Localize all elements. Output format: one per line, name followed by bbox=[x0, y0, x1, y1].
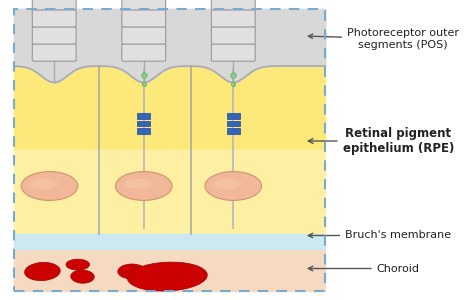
Ellipse shape bbox=[25, 262, 60, 280]
FancyBboxPatch shape bbox=[32, 0, 76, 10]
Text: Retinal pigment
epithelium (RPE): Retinal pigment epithelium (RPE) bbox=[308, 127, 454, 155]
Bar bbox=[227, 128, 240, 134]
FancyBboxPatch shape bbox=[211, 0, 255, 10]
Bar bbox=[227, 113, 240, 118]
Bar bbox=[14, 249, 325, 291]
Bar bbox=[14, 66, 325, 234]
FancyBboxPatch shape bbox=[211, 27, 255, 44]
FancyBboxPatch shape bbox=[122, 10, 165, 27]
Bar bbox=[14, 9, 325, 66]
FancyBboxPatch shape bbox=[122, 44, 165, 61]
Ellipse shape bbox=[116, 172, 172, 200]
Text: Photoreceptor outer
segments (POS): Photoreceptor outer segments (POS) bbox=[308, 28, 459, 50]
Text: Bruch's membrane: Bruch's membrane bbox=[308, 230, 451, 241]
Ellipse shape bbox=[213, 179, 242, 189]
Text: Choroid: Choroid bbox=[308, 263, 419, 274]
Ellipse shape bbox=[66, 259, 90, 270]
FancyBboxPatch shape bbox=[32, 10, 76, 27]
Ellipse shape bbox=[118, 264, 146, 279]
FancyBboxPatch shape bbox=[211, 44, 255, 61]
FancyBboxPatch shape bbox=[122, 27, 165, 44]
Ellipse shape bbox=[205, 172, 262, 200]
FancyBboxPatch shape bbox=[32, 27, 76, 44]
Bar bbox=[14, 150, 325, 234]
Bar bbox=[137, 128, 150, 134]
Ellipse shape bbox=[21, 172, 78, 200]
FancyBboxPatch shape bbox=[32, 44, 76, 61]
FancyBboxPatch shape bbox=[122, 0, 165, 10]
Ellipse shape bbox=[71, 270, 94, 283]
Bar bbox=[227, 121, 240, 126]
FancyBboxPatch shape bbox=[211, 10, 255, 27]
Bar bbox=[137, 121, 150, 126]
Ellipse shape bbox=[30, 179, 58, 189]
Bar bbox=[137, 113, 150, 118]
Bar bbox=[14, 234, 325, 249]
Ellipse shape bbox=[124, 179, 152, 189]
Ellipse shape bbox=[128, 262, 207, 291]
Bar bbox=[14, 9, 325, 291]
